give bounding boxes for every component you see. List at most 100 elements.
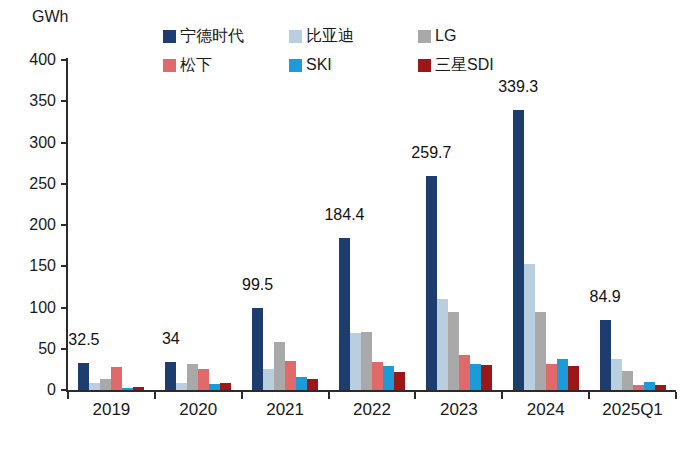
bar-LG-2022 bbox=[361, 332, 372, 390]
x-axis-tick bbox=[67, 392, 69, 399]
bar-chart: GWh 宁德时代比亚迪LG松下SKI三星SDI 0501001502002503… bbox=[0, 0, 689, 450]
bar-松下-2019 bbox=[111, 367, 122, 390]
bar-value-label: 99.5 bbox=[213, 276, 303, 294]
y-tick-label: 150 bbox=[10, 257, 56, 275]
bar-value-label: 32.5 bbox=[39, 331, 129, 349]
bar-三星SDI-2019 bbox=[133, 387, 144, 390]
bar-宁德时代-2019 bbox=[78, 363, 89, 390]
x-axis-tick bbox=[414, 392, 416, 399]
bar-LG-2023 bbox=[448, 312, 459, 390]
y-tick-label: 0 bbox=[10, 381, 56, 399]
bar-value-label: 184.4 bbox=[300, 206, 390, 224]
bar-group-2024: 2024339.3 bbox=[502, 60, 589, 390]
x-category-label: 2024 bbox=[502, 400, 589, 420]
x-category-label: 2019 bbox=[68, 400, 155, 420]
bar-松下-2025Q1 bbox=[633, 385, 644, 390]
legend-label: 宁德时代 bbox=[180, 26, 244, 47]
bar-LG-2024 bbox=[535, 312, 546, 390]
bar-三星SDI-2021 bbox=[307, 379, 318, 390]
bar-宁德时代-2025Q1 bbox=[600, 320, 611, 390]
legend-label: LG bbox=[435, 27, 456, 45]
bar-value-label: 259.7 bbox=[386, 144, 476, 162]
bar-三星SDI-2022 bbox=[394, 372, 405, 390]
bar-cluster bbox=[589, 320, 676, 390]
bar-cluster bbox=[415, 176, 502, 390]
legend-swatch-icon bbox=[163, 30, 176, 43]
bar-cluster bbox=[155, 362, 242, 390]
bar-group-2023: 2023259.7 bbox=[415, 60, 502, 390]
y-axis-tick bbox=[61, 59, 67, 61]
x-category-label: 2025Q1 bbox=[589, 400, 676, 420]
bar-cluster bbox=[502, 110, 589, 390]
bar-比亚迪-2020 bbox=[176, 383, 187, 390]
bar-group-2025Q1: 2025Q184.9 bbox=[589, 60, 676, 390]
x-axis-tick bbox=[328, 392, 330, 399]
bar-cluster bbox=[242, 308, 329, 390]
bar-松下-2020 bbox=[198, 369, 209, 390]
bar-value-label: 34 bbox=[126, 330, 216, 348]
bar-SKI-2022 bbox=[383, 366, 394, 390]
x-axis-tick bbox=[154, 392, 156, 399]
bar-三星SDI-2020 bbox=[220, 383, 231, 390]
bar-value-label: 84.9 bbox=[560, 288, 650, 306]
bar-cluster bbox=[68, 363, 155, 390]
bar-宁德时代-2021 bbox=[252, 308, 263, 390]
y-axis-unit-label: GWh bbox=[32, 8, 68, 26]
bar-比亚迪-2022 bbox=[350, 333, 361, 390]
bar-LG-2021 bbox=[274, 342, 285, 390]
y-axis-tick bbox=[61, 307, 67, 309]
bar-SKI-2021 bbox=[296, 377, 307, 390]
bar-LG-2019 bbox=[100, 379, 111, 390]
bar-group-2020: 202034 bbox=[155, 60, 242, 390]
x-category-label: 2022 bbox=[329, 400, 416, 420]
y-axis-tick bbox=[61, 265, 67, 267]
bar-比亚迪-2024 bbox=[524, 264, 535, 390]
legend-swatch-icon bbox=[418, 30, 431, 43]
x-category-label: 2020 bbox=[155, 400, 242, 420]
bar-SKI-2024 bbox=[557, 359, 568, 390]
y-axis-tick bbox=[61, 142, 67, 144]
bar-比亚迪-2025Q1 bbox=[611, 359, 622, 390]
bar-group-2022: 2022184.4 bbox=[329, 60, 416, 390]
y-axis-tick bbox=[61, 389, 67, 391]
bar-宁德时代-2023 bbox=[426, 176, 437, 390]
bar-cluster bbox=[329, 238, 416, 390]
y-tick-label: 250 bbox=[10, 175, 56, 193]
bar-宁德时代-2024 bbox=[513, 110, 524, 390]
bar-SKI-2020 bbox=[209, 384, 220, 390]
bar-SKI-2025Q1 bbox=[644, 382, 655, 390]
bar-group-2021: 202199.5 bbox=[242, 60, 329, 390]
x-axis-tick bbox=[675, 392, 677, 399]
bar-比亚迪-2021 bbox=[263, 369, 274, 390]
bar-SKI-2019 bbox=[122, 388, 133, 390]
y-tick-label: 200 bbox=[10, 216, 56, 234]
legend-item-1: 宁德时代 bbox=[163, 26, 289, 46]
x-axis-tick bbox=[241, 392, 243, 399]
y-axis-tick bbox=[61, 224, 67, 226]
bar-宁德时代-2022 bbox=[339, 238, 350, 390]
bar-三星SDI-2025Q1 bbox=[655, 385, 666, 390]
bar-三星SDI-2024 bbox=[568, 366, 579, 390]
bar-松下-2023 bbox=[459, 355, 470, 390]
x-category-label: 2021 bbox=[242, 400, 329, 420]
bar-松下-2024 bbox=[546, 364, 557, 390]
bar-三星SDI-2023 bbox=[481, 365, 492, 390]
bar-松下-2022 bbox=[372, 362, 383, 390]
x-axis-tick bbox=[588, 392, 590, 399]
legend-label: 比亚迪 bbox=[306, 26, 354, 47]
bar-松下-2021 bbox=[285, 361, 296, 390]
legend-swatch-icon bbox=[289, 30, 302, 43]
y-tick-label: 100 bbox=[10, 299, 56, 317]
y-axis-tick bbox=[61, 100, 67, 102]
x-axis-line bbox=[66, 390, 676, 392]
bar-比亚迪-2019 bbox=[89, 383, 100, 390]
y-tick-label: 300 bbox=[10, 134, 56, 152]
legend-item-3: LG bbox=[418, 26, 494, 46]
bar-LG-2025Q1 bbox=[622, 371, 633, 390]
bar-SKI-2023 bbox=[470, 364, 481, 390]
bar-宁德时代-2020 bbox=[165, 362, 176, 390]
x-axis-tick bbox=[501, 392, 503, 399]
legend-item-2: 比亚迪 bbox=[289, 26, 418, 46]
y-tick-label: 400 bbox=[10, 51, 56, 69]
bar-value-label: 339.3 bbox=[473, 78, 563, 96]
